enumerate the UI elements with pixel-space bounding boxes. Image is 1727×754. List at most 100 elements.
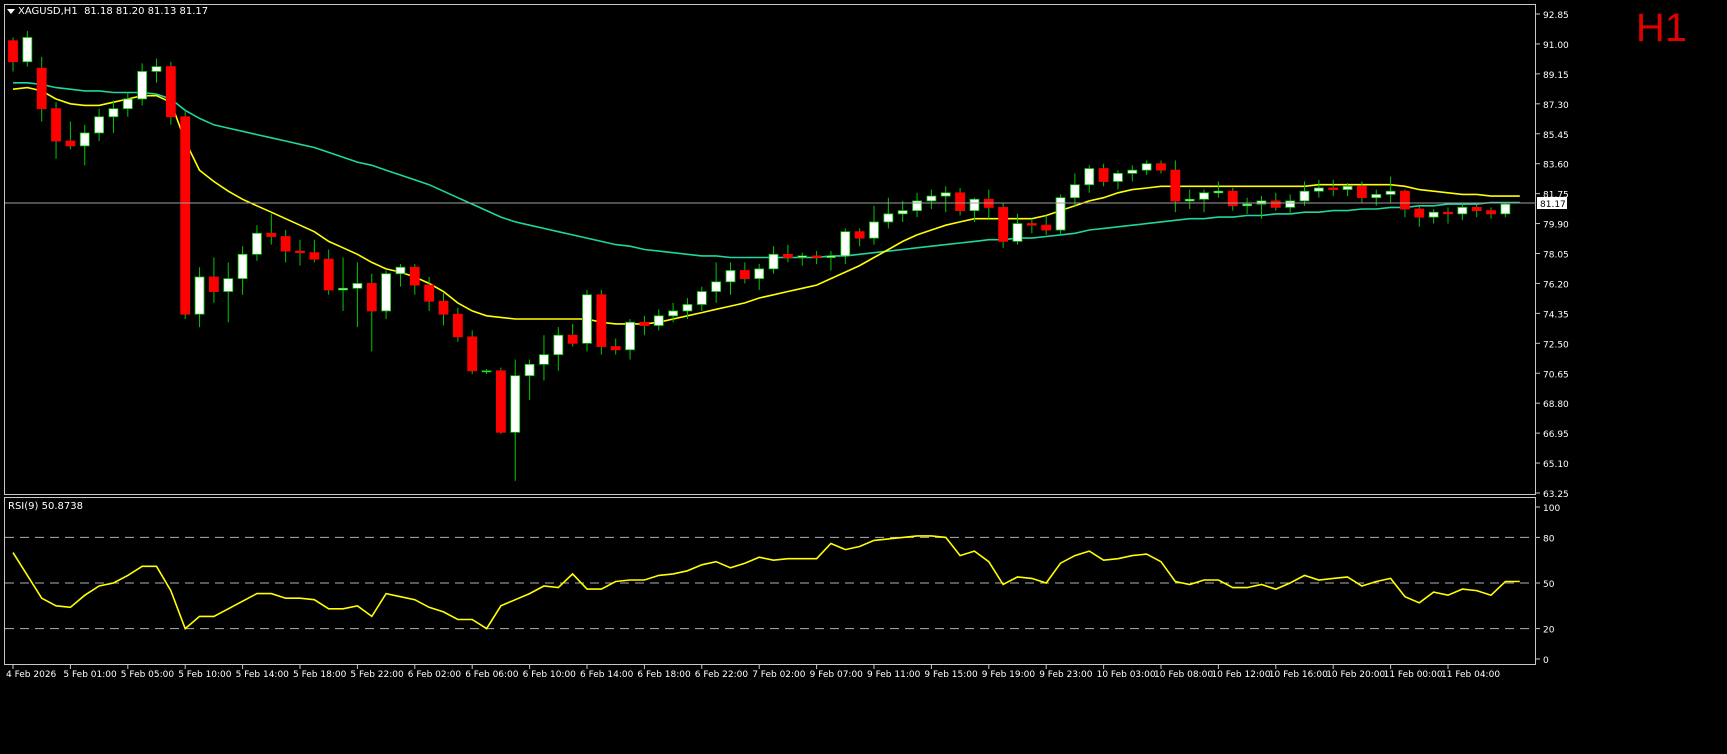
candle xyxy=(424,276,435,311)
bear-candle-body xyxy=(1026,223,1037,226)
bear-candle-body xyxy=(366,283,377,312)
bear-candle-body xyxy=(639,321,650,326)
candle xyxy=(955,187,965,216)
time-tick-label: 9 Feb 19:00 xyxy=(982,670,1036,680)
bull-candle-body xyxy=(194,276,205,315)
bear-candle-body xyxy=(1357,185,1367,199)
bull-candle-body xyxy=(682,304,693,312)
bear-candle-body xyxy=(1486,210,1496,215)
candle xyxy=(79,124,90,166)
bear-candle-body xyxy=(739,270,750,279)
time-tick-label: 6 Feb 10:00 xyxy=(523,670,577,680)
bull-candle-body xyxy=(510,375,521,433)
candle xyxy=(1270,192,1281,211)
time-tick-label: 10 Feb 20:00 xyxy=(1326,670,1385,680)
candle xyxy=(223,262,234,323)
candle xyxy=(22,30,33,67)
bull-candle-body xyxy=(711,281,722,292)
bull-candle-body xyxy=(338,287,348,291)
bear-candle-body xyxy=(266,232,277,237)
candle xyxy=(1055,194,1066,235)
candle xyxy=(122,92,133,117)
bull-candle-body xyxy=(969,198,980,212)
time-tick-label: 5 Feb 14:00 xyxy=(236,670,290,680)
candle xyxy=(510,359,521,481)
candle xyxy=(797,252,808,266)
bear-candle-body xyxy=(567,334,578,344)
bull-candle-body xyxy=(1385,190,1396,195)
bull-candle-body xyxy=(1213,190,1224,194)
bull-candle-body xyxy=(696,291,707,305)
bull-candle-body xyxy=(768,253,779,270)
candle xyxy=(8,37,18,72)
candle xyxy=(1486,207,1496,219)
bear-candle-body xyxy=(495,370,506,433)
bear-candle-body xyxy=(1227,190,1238,207)
time-tick-label: 6 Feb 22:00 xyxy=(695,670,749,680)
symbol-label: XAGUSD,H1 xyxy=(18,6,78,17)
bull-candle-body xyxy=(79,132,90,147)
candle xyxy=(1213,181,1224,198)
bull-candle-body xyxy=(926,195,937,202)
bull-candle-body xyxy=(653,315,664,326)
time-tick-label: 7 Feb 02:00 xyxy=(752,670,806,680)
candle xyxy=(1227,187,1238,211)
bull-candle-body xyxy=(1184,198,1195,202)
candle xyxy=(438,293,449,326)
bear-candle-body xyxy=(811,255,822,258)
candle xyxy=(94,108,104,142)
price-tick-label: 76.20 xyxy=(1543,280,1569,290)
candle xyxy=(1141,160,1152,176)
candle xyxy=(826,251,836,271)
bull-candle-body xyxy=(137,71,148,100)
bull-candle-body xyxy=(1055,197,1066,231)
price-tick-label: 79.90 xyxy=(1543,221,1569,231)
candle xyxy=(897,200,908,222)
candle xyxy=(783,244,793,263)
bear-candle-body xyxy=(409,266,420,286)
candle xyxy=(266,213,277,245)
candle xyxy=(309,239,320,263)
bull-candle-body xyxy=(481,370,492,373)
candle xyxy=(725,262,736,295)
bear-candle-body xyxy=(467,336,478,372)
candle xyxy=(840,228,851,265)
price-tick-label: 72.50 xyxy=(1543,340,1569,350)
bear-candle-body xyxy=(783,253,793,258)
rsi-tick-label: 0 xyxy=(1543,656,1549,666)
candle xyxy=(180,110,191,320)
price-tick-label: 68.80 xyxy=(1543,400,1569,410)
candle xyxy=(539,335,549,381)
bear-candle-body xyxy=(180,116,191,315)
candle xyxy=(1084,165,1095,193)
bull-candle-body xyxy=(352,283,363,289)
candle xyxy=(137,63,148,106)
candle xyxy=(208,257,219,303)
chart-menu-icon[interactable] xyxy=(7,9,15,14)
bear-candle-body xyxy=(1443,211,1453,215)
candle xyxy=(194,267,205,328)
time-tick-label: 10 Feb 03:00 xyxy=(1097,670,1156,680)
bull-candle-body xyxy=(1012,223,1023,242)
ma-slow-line xyxy=(13,82,1520,259)
bull-candle-body xyxy=(395,266,406,275)
bull-candle-body xyxy=(940,192,951,197)
candle xyxy=(1098,163,1109,187)
candle xyxy=(323,249,334,295)
candle xyxy=(696,286,707,311)
price-tick-label: 74.35 xyxy=(1543,310,1569,320)
candle xyxy=(553,327,564,371)
bear-candle-body xyxy=(854,231,865,239)
bear-candle-body xyxy=(424,284,435,302)
candle xyxy=(1385,176,1396,203)
candle xyxy=(1041,215,1052,235)
bull-candle-body xyxy=(1428,211,1439,218)
time-tick-label: 5 Feb 22:00 xyxy=(350,670,404,680)
candle xyxy=(395,264,406,287)
candle xyxy=(467,330,478,375)
current-price-label: 81.17 xyxy=(1540,200,1566,210)
candle xyxy=(811,251,822,265)
candle xyxy=(1170,160,1181,213)
candle xyxy=(252,225,262,261)
price-tick-label: 78.05 xyxy=(1543,251,1569,261)
